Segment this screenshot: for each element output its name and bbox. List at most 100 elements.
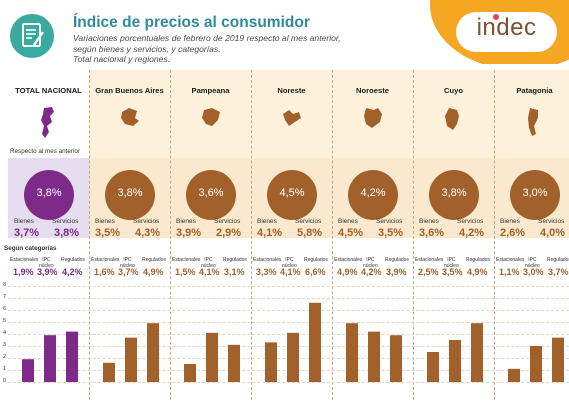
- estacionales-label: Estacionales: [91, 257, 120, 263]
- bar-ipc-núcleo: [44, 335, 56, 382]
- bar-estacionales: [265, 342, 277, 382]
- total-circle: [510, 170, 560, 220]
- servicios-value: 4,2%: [459, 227, 485, 239]
- ipc-label-line: IPC: [528, 257, 537, 263]
- total-value: 4,5%: [279, 187, 305, 199]
- bienes-value: 3,7%: [14, 227, 40, 239]
- bar-ipc-núcleo: [125, 337, 137, 382]
- category-value: 3,1%: [224, 267, 245, 277]
- regulados-label: Regulados: [142, 257, 166, 263]
- ipc-label-line: IPC: [447, 257, 456, 263]
- category-value: 6,6%: [305, 267, 326, 277]
- region-column: Noroeste 4,2% Bienes Servicios 4,5% 3,5% Estac…: [332, 70, 413, 400]
- ipc-label-line: núcleo: [363, 262, 378, 269]
- subtitle-line: Variaciones porcentuales de febrero de 2…: [73, 33, 341, 43]
- bar-regulados: [66, 331, 78, 382]
- region-map-icon: [41, 107, 54, 138]
- regulados-label: Regulados: [547, 257, 569, 263]
- ipc-label-line: IPC: [285, 257, 294, 263]
- ipc-label: IPC núcleo: [39, 257, 54, 269]
- servicios-value: 5,8%: [297, 227, 323, 239]
- ipc-label-line: IPC: [366, 257, 375, 263]
- total-circle: [24, 170, 74, 220]
- region-column: Pampeana 3,6% Bienes Servicios 3,9% 2,9% Estac…: [170, 70, 251, 400]
- regulados-label: Regulados: [466, 257, 490, 263]
- category-value: 2,5%: [418, 267, 439, 277]
- bar-ipc-núcleo: [530, 346, 542, 382]
- category-value: 4,9%: [143, 267, 164, 277]
- ipc-label: IPC núcleo: [282, 257, 297, 269]
- bar-estacionales: [427, 352, 439, 382]
- region-map: [358, 106, 388, 145]
- bar-regulados: [228, 344, 240, 382]
- servicios-value: 4,3%: [135, 227, 161, 239]
- y-tick-label: 6: [3, 306, 7, 312]
- category-value: 4,1%: [199, 267, 220, 277]
- bar-estacionales: [184, 364, 196, 382]
- segun-label: Según categorías: [4, 245, 57, 252]
- ipc-label-line: núcleo: [282, 262, 297, 269]
- total-circle: [105, 170, 155, 220]
- servicios-value: 4,0%: [540, 227, 566, 239]
- region-map: [520, 106, 550, 145]
- gridline: [8, 310, 569, 311]
- bienes-label: Bienes: [500, 218, 520, 225]
- region-map-icon: [202, 108, 220, 126]
- regulados-label: Regulados: [304, 257, 328, 263]
- servicios-label: Servicios: [538, 218, 565, 225]
- bar-regulados: [390, 335, 402, 382]
- bar-estacionales: [346, 323, 358, 382]
- bar-estacionales: [508, 368, 520, 382]
- gridline: [8, 322, 569, 323]
- region-name: TOTAL NACIONAL: [15, 86, 82, 95]
- bienes-label: Bienes: [14, 218, 34, 225]
- category-value: 3,0%: [523, 267, 544, 277]
- region-column: Noreste 4,5% Bienes Servicios 4,1% 5,8% Estaci…: [251, 70, 332, 400]
- estacionales-label: Estacionales: [334, 257, 363, 263]
- bienes-label: Bienes: [95, 218, 115, 225]
- region-name: Cuyo: [444, 86, 463, 95]
- bar-regulados: [147, 323, 159, 382]
- y-tick-label: 7: [3, 294, 7, 300]
- category-value: 1,1%: [499, 267, 520, 277]
- bienes-value: 3,5%: [95, 227, 121, 239]
- total-value: 3,0%: [522, 187, 548, 199]
- y-tick-label: 4: [3, 330, 7, 336]
- bienes-value: 2,6%: [500, 227, 526, 239]
- region-map-icon: [445, 108, 459, 130]
- column-divider: [494, 70, 495, 400]
- bienes-label: Bienes: [338, 218, 358, 225]
- ipc-label-line: núcleo: [39, 262, 54, 269]
- ipc-label-line: núcleo: [120, 262, 135, 269]
- column-divider: [413, 70, 414, 400]
- regulados-label: Regulados: [61, 257, 85, 263]
- bienes-value: 4,5%: [338, 227, 364, 239]
- total-circle: [429, 170, 479, 220]
- ipc-label-line: núcleo: [525, 262, 540, 269]
- category-value: 4,2%: [361, 267, 382, 277]
- ipc-label: IPC núcleo: [444, 257, 459, 269]
- category-value: 4,9%: [337, 267, 358, 277]
- regulados-label: Regulados: [385, 257, 409, 263]
- region-map: [277, 106, 307, 145]
- region-name: Noreste: [277, 86, 306, 95]
- column-divider: [170, 70, 171, 400]
- y-tick-label: 2: [3, 354, 7, 360]
- ipc-label: IPC núcleo: [201, 257, 216, 269]
- brand-dot: [493, 14, 499, 20]
- bienes-value: 3,9%: [176, 227, 202, 239]
- category-value: 1,6%: [94, 267, 115, 277]
- servicios-value: 2,9%: [216, 227, 242, 239]
- y-tick-label: 1: [3, 366, 7, 372]
- gridline: [8, 382, 569, 383]
- ipc-label: IPC núcleo: [525, 257, 540, 269]
- bar-regulados: [471, 323, 483, 382]
- region-map: [439, 106, 469, 145]
- region-map: [196, 106, 226, 145]
- total-circle: [348, 170, 398, 220]
- bienes-value: 4,1%: [257, 227, 283, 239]
- ipc-label: IPC núcleo: [120, 257, 135, 269]
- servicios-label: Servicios: [457, 218, 484, 225]
- bar-ipc-núcleo: [449, 340, 461, 382]
